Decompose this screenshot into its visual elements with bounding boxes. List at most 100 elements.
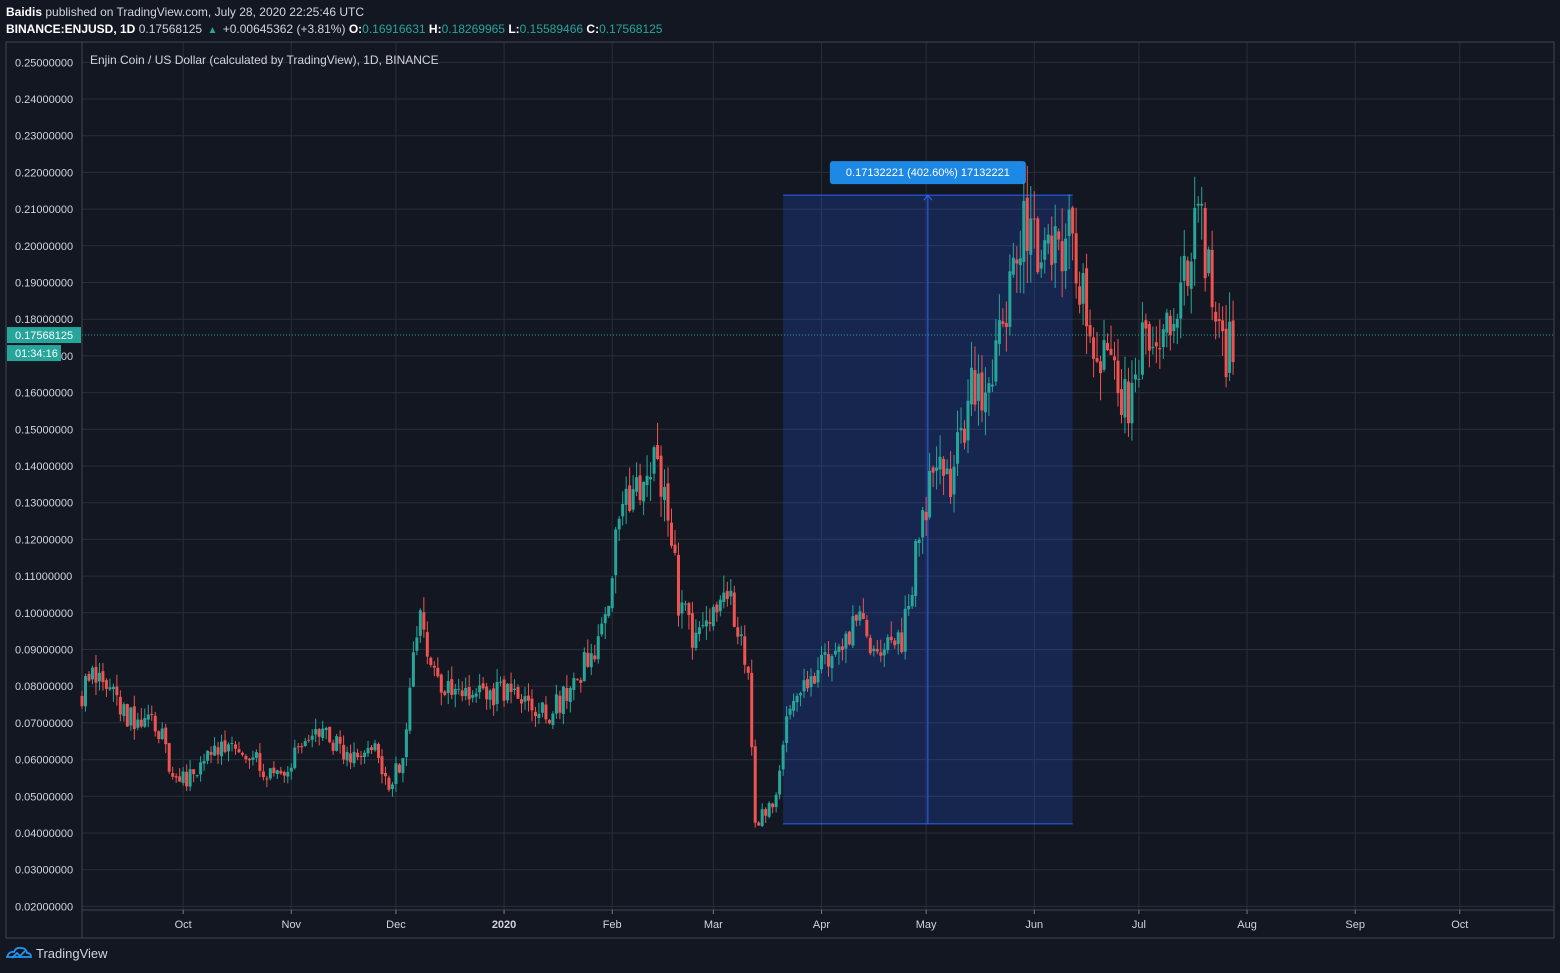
candle-body	[771, 803, 775, 808]
candle-body	[188, 769, 192, 787]
candle-body	[732, 592, 736, 627]
candle-body	[809, 676, 813, 688]
candle-body	[649, 477, 653, 480]
candle-body	[551, 713, 555, 726]
candle-body	[795, 695, 799, 703]
candle-body	[132, 706, 136, 730]
candle-body	[1228, 321, 1232, 373]
candle-body	[586, 652, 590, 667]
candle-body	[600, 623, 604, 635]
close-label: C:	[586, 22, 600, 36]
candle-body	[1217, 319, 1221, 321]
candle-body	[1095, 358, 1099, 362]
candle-body	[704, 620, 708, 627]
candle-body	[272, 767, 276, 774]
candle-body	[739, 634, 743, 637]
candle-body	[139, 719, 143, 727]
candle-body	[1074, 233, 1078, 284]
y-tick-label: 0.03000000	[15, 865, 73, 877]
candle-body	[694, 632, 698, 649]
y-tick-label: 0.21000000	[15, 204, 73, 216]
footer: TradingView	[6, 945, 108, 961]
candle-body	[715, 604, 719, 613]
candle-body	[1046, 234, 1050, 244]
candle-body	[785, 716, 789, 744]
candle-body	[1210, 249, 1214, 308]
candle-body	[994, 340, 998, 382]
y-tick-label: 0.16000000	[15, 388, 73, 400]
candle-body	[492, 688, 496, 706]
candle-body	[844, 633, 848, 649]
candle-body	[338, 736, 342, 744]
candle-body	[861, 612, 865, 619]
candle-body	[826, 654, 830, 667]
candle-body	[663, 486, 667, 501]
candle-body	[1119, 389, 1123, 415]
candle-body	[300, 746, 304, 748]
candle-body	[97, 672, 101, 682]
candle-body	[903, 608, 907, 652]
candle-body	[247, 758, 251, 761]
last-price: 0.17568125	[138, 22, 203, 36]
candle-body	[108, 687, 112, 690]
candle-body	[289, 767, 293, 772]
candle-body	[879, 652, 883, 656]
candle-body	[192, 769, 196, 775]
publish-info: Baidis published on TradingView.com, Jul…	[6, 5, 364, 19]
candle-body	[446, 681, 450, 693]
tradingview-logo-icon	[6, 946, 32, 959]
chart-frame	[5, 41, 1555, 939]
candle-body	[1172, 324, 1176, 332]
candle-body	[558, 695, 562, 713]
y-tick-label: 0.24000000	[15, 94, 73, 106]
candle-body	[181, 771, 185, 784]
current-price-tag	[7, 327, 81, 344]
candle-body	[1053, 226, 1057, 264]
candle-body	[118, 696, 122, 715]
candle-body	[854, 614, 858, 621]
candle-body	[1221, 320, 1225, 332]
candle-body	[439, 674, 443, 693]
candle-body	[80, 695, 84, 707]
candle-body	[268, 768, 272, 779]
candle-body	[607, 605, 611, 616]
candle-body	[143, 718, 147, 727]
candle-body	[572, 678, 576, 691]
candle-body	[401, 758, 405, 774]
candle-body	[896, 632, 900, 645]
candle-body	[1081, 273, 1085, 304]
y-tick-label: 0.14000000	[15, 461, 73, 473]
y-tick-label: 0.10000000	[15, 608, 73, 620]
candle-body	[1224, 328, 1228, 378]
candle-body	[499, 681, 503, 683]
price-axis: 0.25000000 0.24000000 0.23000000 0.22000000…	[15, 57, 73, 913]
candle-body	[178, 776, 182, 782]
candle-body	[956, 432, 960, 464]
candle-body	[314, 729, 318, 735]
candle-body	[261, 771, 265, 778]
brand-name[interactable]: TradingView	[36, 945, 108, 961]
candle-body	[1130, 382, 1134, 424]
candle-body	[589, 653, 593, 668]
candle-body	[544, 704, 548, 720]
candle-body	[802, 680, 806, 692]
candle-body	[949, 468, 953, 498]
candle-body	[983, 392, 987, 413]
candle-body	[418, 610, 422, 636]
candle-body	[1161, 329, 1165, 348]
arrow-up-icon	[923, 194, 933, 201]
candle-body	[865, 620, 869, 637]
candle-body	[1151, 346, 1155, 349]
candle-body	[502, 679, 506, 701]
high-label: H:	[428, 22, 442, 36]
x-tick-label: Nov	[282, 919, 302, 931]
candle-body	[690, 613, 694, 648]
candle-body	[111, 686, 115, 690]
author-name[interactable]: Baidis	[6, 5, 43, 19]
candle-body	[185, 771, 189, 787]
candle-body	[1064, 238, 1068, 271]
chart-title: Enjin Coin / US Dollar (calculated by Tr…	[90, 53, 439, 67]
candle-body	[1116, 360, 1120, 394]
candle-body	[565, 687, 569, 701]
